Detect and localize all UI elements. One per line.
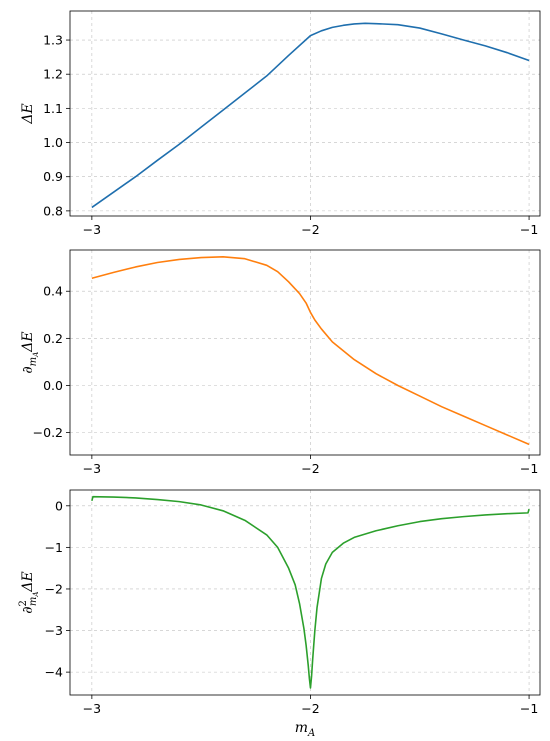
panel-energy-gap: −3 −2 −1 0.8 0.9 1.0 1.1 1.2 1.3 ΔE xyxy=(20,10,541,237)
x-axis: −3 −2 −1 xyxy=(83,455,538,476)
y-axis-label: ∂mAΔE xyxy=(20,331,40,373)
grid xyxy=(70,250,540,455)
y-tick-label: 1.3 xyxy=(43,33,63,48)
y-axis: −4 −3 −2 −1 0 xyxy=(45,498,70,680)
series-layer xyxy=(91,22,530,209)
y-tick-label: 1.1 xyxy=(43,101,63,116)
y-axis-label-main: ΔE xyxy=(20,331,36,352)
series-line xyxy=(91,22,530,209)
series-layer xyxy=(91,256,530,446)
x-tick-label: −1 xyxy=(520,222,538,237)
grid xyxy=(70,11,540,216)
x-tick-label: −1 xyxy=(520,701,538,716)
y-tick-label: −3 xyxy=(45,623,63,638)
x-tick-label: −2 xyxy=(301,701,319,716)
x-tick-label: −2 xyxy=(301,461,319,476)
series-line xyxy=(91,256,530,446)
y-axis-label-main: ΔE xyxy=(20,571,36,592)
x-tick-label: −2 xyxy=(301,222,319,237)
y-axis-label: ∂2mAΔE xyxy=(18,571,40,614)
y-axis-label: ΔE xyxy=(20,103,36,124)
panel-first-derivative: −3 −2 −1 −0.2 0.0 0.2 0.4 ∂mAΔE xyxy=(20,249,541,476)
x-axis: −3 −2 −1 xyxy=(83,216,538,237)
y-tick-label: 0.9 xyxy=(43,169,63,184)
x-axis: −3 −2 −1 xyxy=(83,695,538,716)
y-tick-label: 0.4 xyxy=(43,284,63,299)
plot-frame xyxy=(69,10,541,217)
y-axis-label-sub: m xyxy=(28,357,39,366)
y-axis-label-sup: 2 xyxy=(18,600,29,606)
grid xyxy=(70,490,540,695)
y-axis: −0.2 0.0 0.2 0.4 xyxy=(33,284,70,440)
y-tick-label: −2 xyxy=(45,581,63,596)
y-axis-label-partial: ∂ xyxy=(20,366,36,373)
y-tick-label: −4 xyxy=(45,665,63,680)
y-axis-label-sub: m xyxy=(28,597,39,606)
x-tick-label: −3 xyxy=(83,701,101,716)
x-axis-label: mA xyxy=(295,720,316,739)
y-tick-label: 1.2 xyxy=(43,67,63,82)
y-axis: 0.8 0.9 1.0 1.1 1.2 1.3 xyxy=(43,33,70,218)
y-tick-label: −0.2 xyxy=(33,425,63,440)
series-line xyxy=(91,495,530,689)
y-tick-label: 1.0 xyxy=(43,135,63,150)
series-layer xyxy=(91,495,530,689)
x-tick-label: −1 xyxy=(520,461,538,476)
y-axis-label-partial: ∂ xyxy=(20,607,36,614)
x-tick-label: −3 xyxy=(83,461,101,476)
y-tick-label: −1 xyxy=(45,540,63,555)
panel-second-derivative: −3 −2 −1 −4 −3 −2 −1 0 ∂2mAΔE mA xyxy=(18,489,541,739)
x-tick-label: −3 xyxy=(83,222,101,237)
y-tick-label: 0.2 xyxy=(43,331,63,346)
y-tick-label: 0 xyxy=(55,498,63,513)
y-tick-label: 0.8 xyxy=(43,203,63,218)
plot-frame xyxy=(69,489,541,696)
plot-frame xyxy=(69,249,541,456)
y-axis-label-main: ΔE xyxy=(20,103,36,124)
y-tick-label: 0.0 xyxy=(43,378,63,393)
